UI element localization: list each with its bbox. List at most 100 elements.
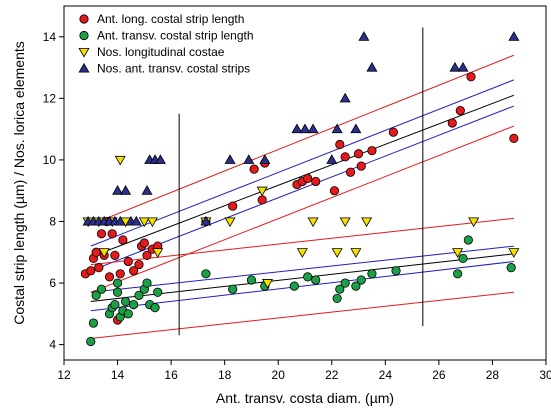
data-point bbox=[367, 146, 377, 156]
series-1 bbox=[86, 235, 516, 347]
data-point bbox=[110, 299, 120, 310]
data-point bbox=[303, 272, 313, 282]
data-point bbox=[296, 248, 308, 258]
data-point bbox=[96, 229, 107, 239]
legend-marker bbox=[79, 30, 89, 41]
legend-marker bbox=[78, 47, 90, 58]
data-point bbox=[289, 281, 299, 291]
data-point bbox=[457, 61, 469, 72]
data-point bbox=[142, 278, 152, 288]
separator-lines bbox=[178, 27, 424, 336]
axis-ticks: 12 14 16 18 20 22 24 26 28 30 4 6 8 10 12 14 bbox=[43, 30, 551, 382]
data-point bbox=[123, 309, 133, 319]
data-point bbox=[455, 106, 465, 116]
y-axis-label: Costal strip length (µm) / Nos. lorica e… bbox=[11, 41, 27, 325]
data-point bbox=[91, 290, 101, 300]
data-point bbox=[358, 31, 370, 41]
data-point bbox=[120, 296, 131, 307]
data-points bbox=[80, 31, 520, 347]
data-point bbox=[112, 287, 123, 297]
data-point bbox=[256, 186, 268, 197]
data-point bbox=[335, 139, 345, 150]
data-point bbox=[201, 269, 211, 279]
data-point bbox=[332, 293, 342, 304]
data-point bbox=[114, 215, 126, 226]
data-point bbox=[142, 250, 152, 260]
data-point bbox=[134, 290, 144, 300]
data-point bbox=[311, 275, 321, 285]
legend-label: Ant. long. costal strip length bbox=[97, 12, 244, 26]
y-tick-label: 10 bbox=[43, 153, 57, 167]
data-point bbox=[246, 275, 257, 285]
data-point bbox=[361, 217, 373, 228]
data-point bbox=[112, 185, 124, 195]
data-point bbox=[307, 217, 319, 228]
data-point bbox=[339, 217, 351, 228]
data-point bbox=[129, 299, 139, 310]
data-point bbox=[299, 123, 311, 134]
data-point bbox=[129, 266, 139, 276]
data-point bbox=[261, 279, 274, 289]
data-point bbox=[353, 149, 364, 159]
data-point bbox=[96, 284, 107, 294]
data-point bbox=[326, 154, 338, 164]
x-tick-label: 24 bbox=[379, 368, 393, 382]
data-point bbox=[249, 164, 259, 174]
series-0 bbox=[80, 72, 519, 325]
data-point bbox=[228, 201, 238, 211]
data-point bbox=[134, 259, 144, 270]
y-tick-label: 4 bbox=[49, 338, 56, 352]
data-point bbox=[152, 248, 164, 258]
y-tick-label: 6 bbox=[49, 276, 56, 290]
data-point bbox=[508, 31, 520, 41]
data-point bbox=[153, 287, 163, 297]
data-point bbox=[340, 278, 350, 288]
data-point bbox=[138, 217, 150, 228]
x-tick-label: 22 bbox=[325, 368, 339, 382]
x-tick-label: 14 bbox=[111, 368, 125, 382]
x-tick-label: 12 bbox=[57, 368, 71, 382]
legend: Ant. long. costal strip length Ant. trans… bbox=[78, 12, 254, 76]
data-point bbox=[141, 185, 153, 195]
regression-line-pi bbox=[90, 217, 514, 266]
data-point bbox=[259, 154, 271, 164]
data-point bbox=[94, 263, 104, 273]
data-point bbox=[303, 173, 313, 183]
data-point bbox=[509, 133, 519, 143]
data-point bbox=[110, 250, 120, 260]
data-point bbox=[130, 215, 142, 226]
data-point bbox=[350, 248, 362, 258]
data-point bbox=[88, 318, 99, 328]
data-point bbox=[329, 186, 340, 196]
regression-line-ci bbox=[90, 245, 514, 293]
data-point bbox=[228, 284, 238, 294]
data-point bbox=[123, 256, 133, 267]
data-point bbox=[243, 154, 255, 164]
data-point bbox=[340, 152, 350, 162]
data-point bbox=[458, 253, 468, 264]
y-tick-label: 14 bbox=[43, 30, 57, 44]
data-point bbox=[311, 176, 321, 187]
data-point bbox=[150, 303, 160, 313]
regression-line-pi bbox=[90, 125, 515, 293]
data-point bbox=[468, 217, 480, 228]
legend-label: Ant. transv. costal strip length bbox=[97, 29, 254, 43]
legend-marker bbox=[79, 14, 89, 24]
data-point bbox=[307, 123, 319, 134]
regression-lines bbox=[90, 54, 515, 339]
data-point bbox=[453, 269, 463, 279]
regression-line-pi bbox=[90, 54, 515, 226]
y-tick-label: 8 bbox=[49, 214, 56, 228]
regression-line-ci bbox=[90, 79, 515, 247]
data-point bbox=[139, 238, 149, 248]
x-tick-label: 20 bbox=[272, 368, 286, 382]
x-tick-label: 26 bbox=[432, 368, 446, 382]
data-point bbox=[345, 167, 356, 177]
data-point bbox=[356, 275, 366, 285]
data-point bbox=[366, 61, 378, 72]
y-tick-label: 12 bbox=[43, 91, 57, 105]
x-axis-label: Ant. transv. costa diam. (µm) bbox=[216, 390, 394, 406]
data-point bbox=[120, 185, 132, 195]
legend-label: Nos. ant. transv. costal strips bbox=[97, 62, 250, 76]
